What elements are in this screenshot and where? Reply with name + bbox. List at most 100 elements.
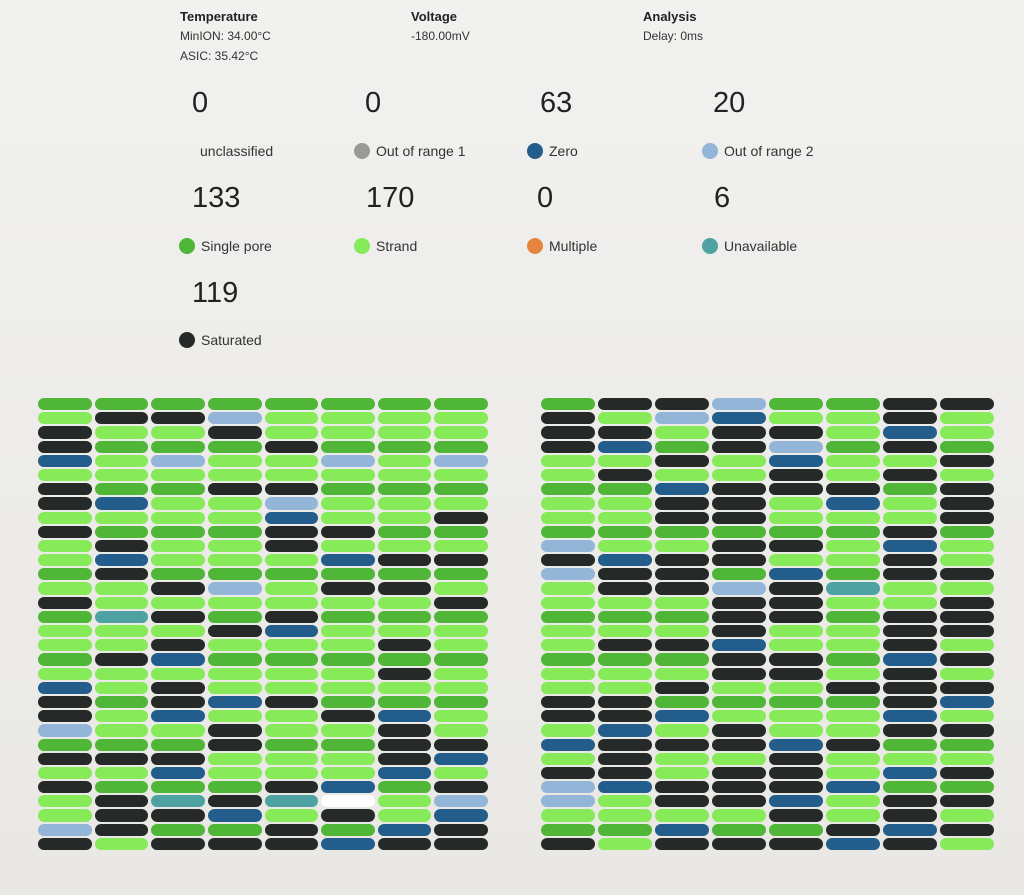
channel-cell <box>94 809 149 822</box>
channel-cell <box>321 483 375 496</box>
channel-cell <box>826 766 880 780</box>
channel-cell <box>598 837 652 850</box>
channel-cell <box>940 681 994 694</box>
channel-cell <box>598 426 652 439</box>
channel-cell <box>883 454 937 467</box>
channel-cell <box>541 738 595 751</box>
channel-cell <box>434 710 488 723</box>
channel-cell <box>883 766 937 780</box>
voltage-title: Voltage <box>411 9 457 24</box>
channel-cell <box>321 625 375 638</box>
channel-cell <box>434 468 488 482</box>
channel-cell <box>264 752 319 765</box>
channel-cell <box>434 440 488 453</box>
channel-cell <box>94 539 149 553</box>
channel-cell <box>940 511 994 524</box>
channel-cell <box>940 625 994 638</box>
channel-cell <box>826 610 880 623</box>
channel-cell <box>541 823 595 836</box>
legend-label-saturated: Saturated <box>201 332 262 348</box>
channel-cell <box>321 511 375 524</box>
channel-cell <box>826 639 880 652</box>
legend-label-unavailable: Unavailable <box>724 238 798 254</box>
channel-cell <box>94 653 149 666</box>
channel-cell <box>826 752 880 765</box>
channel-cell <box>883 752 937 765</box>
channel-cell <box>207 398 262 411</box>
channel-cell <box>598 483 652 496</box>
channel-cell <box>883 596 937 609</box>
channel-cell <box>207 639 262 652</box>
channel-cell <box>769 781 823 794</box>
channel-cell <box>207 809 262 822</box>
channel-cell <box>826 724 880 737</box>
channel-cell <box>151 440 205 453</box>
channel-cell <box>151 710 205 723</box>
channel-cell <box>207 412 262 425</box>
channel-cell <box>826 398 880 411</box>
channel-cell <box>541 625 595 638</box>
channel-cell <box>151 539 205 553</box>
channel-cell <box>826 781 880 794</box>
channel-cell <box>712 554 766 567</box>
channel-cell <box>264 596 319 609</box>
channel-cell <box>541 837 595 850</box>
channel-cell <box>38 766 92 780</box>
channel-cell <box>826 483 880 496</box>
channel-cell <box>207 667 262 680</box>
channel-cell <box>769 511 823 524</box>
out-of-range-1-dot-icon <box>354 143 370 159</box>
channel-cell <box>712 766 766 780</box>
channel-cell <box>151 681 205 694</box>
legend-unavailable: Unavailable <box>702 238 797 254</box>
channel-cell <box>541 568 595 581</box>
channel-cell <box>655 440 709 453</box>
channel-cell <box>541 426 595 439</box>
channel-cell <box>712 653 766 666</box>
channel-cell <box>541 752 595 765</box>
channel-cell <box>655 568 709 581</box>
channel-cell <box>38 539 92 553</box>
channel-cell <box>151 426 205 439</box>
channel-cell <box>541 440 595 453</box>
channel-cell <box>321 596 375 609</box>
channel-cell <box>826 710 880 723</box>
channel-cell <box>883 554 937 567</box>
channel-cell <box>264 639 319 652</box>
channel-cell <box>207 837 262 850</box>
channel-cell <box>377 554 432 567</box>
channel-cell <box>38 454 92 467</box>
channel-cell <box>655 752 709 765</box>
channel-cell <box>769 724 823 737</box>
channel-cell <box>434 695 488 709</box>
channel-cell <box>655 639 709 652</box>
channel-cell <box>826 738 880 751</box>
channel-cell <box>655 412 709 425</box>
legend-out-of-range-1: Out of range 1 <box>354 143 466 159</box>
channel-cell <box>541 653 595 666</box>
channel-cell <box>377 539 432 553</box>
single-pore-dot-icon <box>179 238 195 254</box>
channel-cell <box>434 525 488 538</box>
legend-label-strand: Strand <box>376 238 418 254</box>
channel-cell <box>377 738 432 751</box>
voltage-panel: Voltage -180.00mV <box>411 8 470 46</box>
channel-cell <box>151 639 205 652</box>
channel-cell <box>38 440 92 453</box>
channel-cell <box>541 639 595 652</box>
channel-cell <box>655 781 709 794</box>
channel-cell <box>38 568 92 581</box>
channel-cell <box>321 667 375 680</box>
channel-cell <box>377 525 432 538</box>
channel-cell <box>598 610 652 623</box>
channel-cell <box>712 525 766 538</box>
channel-cell <box>826 426 880 439</box>
channel-cell <box>207 539 262 553</box>
channel-cell <box>769 426 823 439</box>
channel-cell <box>321 681 375 694</box>
channel-cell <box>151 511 205 524</box>
count-saturated: 119 <box>192 277 239 309</box>
channel-cell <box>883 710 937 723</box>
channel-cell <box>264 454 319 467</box>
channel-cell <box>434 426 488 439</box>
